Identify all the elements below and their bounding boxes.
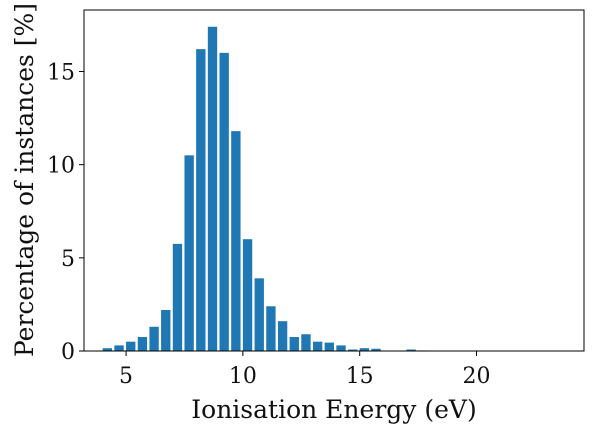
bar-6	[172, 243, 183, 351]
y-tick-label-5: 5	[61, 247, 75, 272]
bar-26	[406, 349, 416, 351]
bar-16	[289, 337, 299, 351]
bar-8	[196, 49, 206, 351]
x-tick-label-5: 5	[119, 364, 133, 389]
y-axis-ticks: 0 5 10 15	[47, 60, 84, 365]
bar-23	[371, 348, 381, 351]
x-tick-label-15: 15	[346, 364, 374, 389]
bar-21	[348, 349, 358, 351]
bar-15	[277, 321, 288, 351]
bar-13	[254, 278, 264, 351]
bar-5	[161, 310, 171, 351]
bar-3	[137, 337, 148, 351]
bar-9	[207, 26, 218, 352]
y-tick-label-10: 10	[47, 154, 75, 179]
bar-10	[219, 52, 229, 352]
bar-4	[149, 326, 159, 351]
bar-1	[114, 345, 124, 351]
bar-14	[266, 306, 276, 351]
bar-11	[231, 131, 241, 351]
y-axis-label: Percentage of instances [%]	[10, 3, 39, 357]
bar-2	[126, 341, 136, 351]
bar-18	[312, 341, 323, 351]
bar-0	[102, 348, 113, 351]
plot-frame	[83, 9, 585, 352]
bar-20	[336, 345, 346, 351]
bar-19	[324, 342, 334, 351]
bar-17	[301, 334, 311, 351]
bar-22	[359, 348, 370, 351]
bar-12	[242, 239, 253, 351]
x-axis-label: Ionisation Energy (eV)	[191, 395, 476, 424]
y-tick-label-15: 15	[47, 60, 75, 85]
y-tick-label-0: 0	[61, 340, 75, 365]
bars-group	[102, 26, 556, 352]
bar-7	[184, 155, 194, 351]
x-axis-ticks: 5 10 15 20	[119, 351, 491, 389]
x-tick-label-10: 10	[229, 364, 257, 389]
x-tick-label-20: 20	[463, 364, 491, 389]
